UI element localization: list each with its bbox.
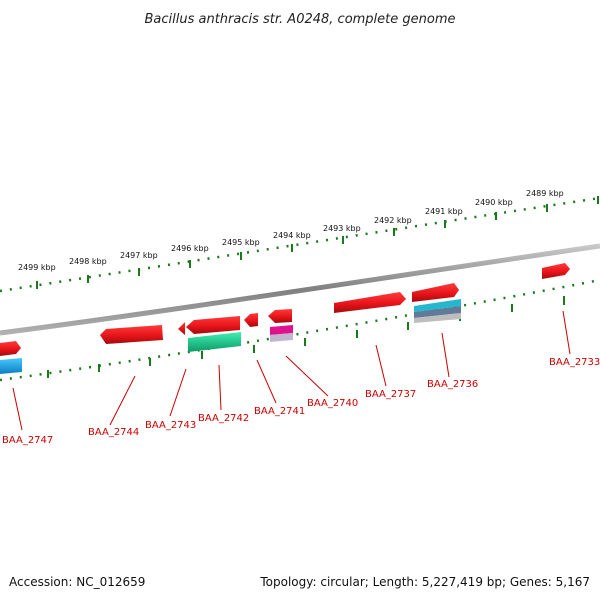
kbp-label: 2499 kbp: [18, 263, 56, 272]
kbp-label: 2489 kbp: [526, 189, 564, 198]
outer-ruler: [0, 196, 600, 293]
gene-label[interactable]: BAA_2741: [254, 406, 305, 417]
genome-summary-text: Topology: circular; Length: 5,227,419 bp…: [259, 575, 590, 589]
genome-backbone: [0, 243, 600, 336]
gene-feature-gray[interactable]: [414, 313, 461, 323]
kbp-label: 2493 kbp: [323, 224, 361, 233]
kbp-label: 2490 kbp: [475, 198, 513, 207]
kbp-label: 2496 kbp: [171, 244, 209, 253]
kbp-label: 2492 kbp: [374, 216, 412, 225]
kbp-label: 2491 kbp: [425, 207, 463, 216]
kbp-label: 2497 kbp: [120, 251, 158, 260]
gene-feature-cyan[interactable]: [414, 299, 461, 312]
kbp-label: 2498 kbp: [69, 257, 107, 266]
gene-feature-cyan[interactable]: [0, 358, 22, 374]
genes-colored: [0, 299, 461, 374]
gene-label[interactable]: BAA_2744: [88, 427, 139, 438]
genome-title: Bacillus anthracis str. A0248, complete …: [144, 12, 455, 27]
gene-feature-teal[interactable]: [188, 332, 241, 352]
gene-label[interactable]: BAA_2737: [365, 389, 416, 400]
gene-feature-slate[interactable]: [414, 306, 461, 318]
genes-forward: [0, 263, 570, 356]
label-leaders: [12, 310, 571, 431]
gene-feature-gray[interactable]: [270, 333, 293, 342]
accession-text: Accession: NC_012659: [9, 575, 145, 589]
gene-arrow[interactable]: [542, 263, 570, 279]
gene-arrow[interactable]: [186, 316, 240, 334]
gene-arrow[interactable]: [100, 325, 163, 344]
gene-arrow[interactable]: [0, 341, 21, 356]
kbp-labels: 2499 kbp 2498 kbp 2497 kbp 2496 kbp 2495…: [18, 189, 564, 272]
gene-label[interactable]: BAA_2742: [198, 413, 249, 424]
gene-label[interactable]: BAA_2747: [2, 435, 53, 446]
gene-arrow[interactable]: [244, 313, 258, 327]
gene-arrow[interactable]: [178, 322, 185, 335]
kbp-label: 2494 kbp: [273, 231, 311, 240]
kbp-label: 2495 kbp: [222, 238, 260, 247]
gene-label[interactable]: BAA_2733: [549, 357, 600, 368]
gene-arrow[interactable]: [268, 309, 292, 323]
gene-label[interactable]: BAA_2743: [145, 420, 196, 431]
gene-label[interactable]: BAA_2736: [427, 379, 478, 390]
gene-labels: BAA_2747 BAA_2744 BAA_2743 BAA_2742 BAA_…: [2, 357, 600, 446]
inner-ruler: [0, 278, 600, 382]
gene-feature-magenta[interactable]: [270, 325, 293, 335]
gene-label[interactable]: BAA_2740: [307, 398, 358, 409]
gene-arrow[interactable]: [334, 292, 406, 313]
gene-arrow[interactable]: [412, 283, 459, 302]
